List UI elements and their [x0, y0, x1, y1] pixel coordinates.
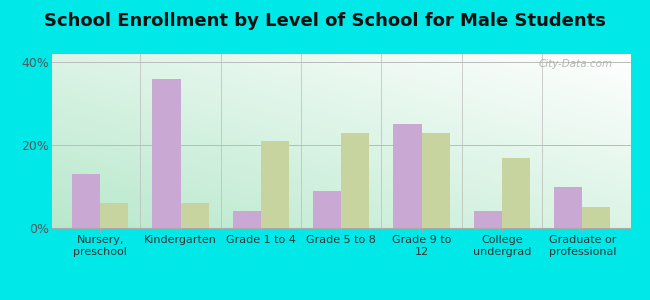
- Bar: [153, 79, 181, 228]
- Bar: [233, 212, 261, 228]
- Bar: [502, 158, 530, 228]
- Bar: [474, 212, 502, 228]
- Bar: [341, 133, 369, 228]
- Bar: [72, 174, 100, 228]
- Bar: [393, 124, 422, 228]
- Bar: [582, 207, 610, 228]
- Bar: [313, 191, 341, 228]
- Bar: [100, 203, 128, 228]
- Text: School Enrollment by Level of School for Male Students: School Enrollment by Level of School for…: [44, 12, 606, 30]
- Bar: [181, 203, 209, 228]
- Bar: [261, 141, 289, 228]
- Text: City-Data.com: City-Data.com: [539, 59, 613, 69]
- Bar: [422, 133, 450, 228]
- Bar: [554, 187, 582, 228]
